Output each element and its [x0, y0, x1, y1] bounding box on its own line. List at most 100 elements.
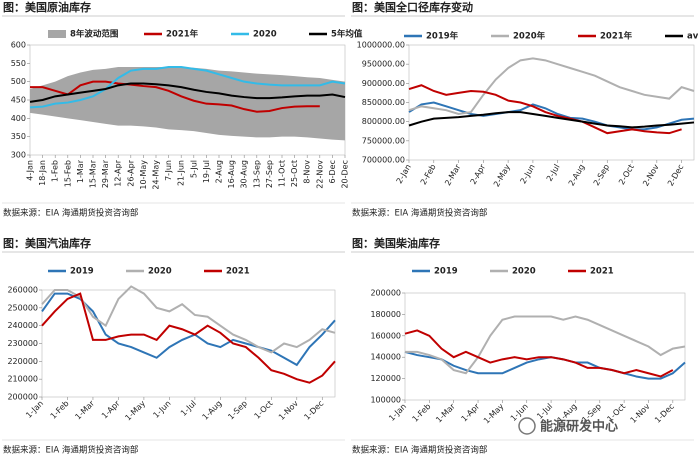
y-tick-label: 450 [11, 96, 26, 105]
x-tick-label: 1-Jan [387, 402, 408, 423]
x-tick-label: 24-May [152, 160, 161, 190]
x-tick-label: 30-Aug [240, 160, 249, 189]
plot-frame [404, 292, 686, 401]
y-tick-label: 160000 [370, 331, 401, 340]
chart-source: 数据来源：EIA 海通期货投资咨询部 [3, 445, 139, 456]
x-tick-label: 11-Oct [278, 160, 287, 187]
x-tick-label: 1-Jul [535, 402, 554, 421]
y-tick-label: 950000.00 [362, 60, 405, 69]
y-tick-label: 200000 [7, 393, 38, 402]
legend-swatch [48, 30, 66, 38]
y-tick-label: 400 [11, 114, 26, 123]
x-tick-label: 2-Jun [519, 163, 537, 186]
x-tick-label: 1-Dec [302, 399, 325, 422]
x-tick-label: 4-Jan [26, 160, 35, 181]
y-tick-label: 210000 [7, 375, 38, 384]
y-tick-label: 350 [11, 132, 26, 141]
y-tick-label: 700000.00 [362, 156, 405, 165]
x-tick-label: 2-Oct [617, 163, 636, 187]
y-tick-label: 250000 [7, 303, 38, 312]
y-tick-label: 300 [11, 151, 26, 160]
series-line [408, 111, 695, 129]
legend-label: 5年均值 [331, 29, 363, 40]
y-tick-label: 230000 [7, 339, 38, 348]
series-line [405, 315, 686, 375]
x-tick-label: 19-Jul [202, 160, 211, 183]
x-tick-label: 1-Jul [179, 399, 198, 418]
y-tick-label: 500 [11, 77, 26, 86]
chart-source: 数据来源：EIA 海通期货投资咨询部 [352, 445, 488, 456]
x-tick-label: 2-Jan [395, 163, 413, 185]
x-tick-label: 2-Aug [567, 163, 587, 188]
y-tick-label: 220000 [7, 357, 38, 366]
x-tick-label: 7-Jun [164, 160, 173, 181]
legend-label: 2020 [253, 30, 277, 40]
legend-label: 2019 [434, 267, 458, 277]
x-tick-label: 2-May [492, 163, 512, 189]
series-line [41, 292, 336, 367]
series-line [29, 82, 346, 103]
x-tick-label: 1-Nov [629, 402, 652, 425]
x-tick-label: 1-Jan [24, 399, 45, 420]
x-tick-label: 2-Nov [641, 163, 661, 188]
x-tick-label: 2-Aug [215, 160, 224, 183]
y-tick-label: 750000.00 [362, 136, 405, 145]
chart-title: 图：美国汽油库存 [3, 236, 91, 250]
x-tick-label: 1-May [482, 402, 506, 426]
x-tick-label: 13-Sep [252, 160, 261, 188]
x-tick-label: 26-Apr [126, 159, 135, 186]
legend-label: 2019年 [426, 31, 459, 42]
y-tick-label: 550 [11, 59, 26, 68]
x-tick-label: 15-Feb [63, 160, 72, 187]
x-tick-label: 18-Jan [38, 160, 47, 186]
x-tick-label: 1-Sep [226, 399, 249, 422]
y-tick-label: 180000 [370, 310, 401, 319]
legend-label: 8年波动范围 [70, 29, 118, 40]
x-tick-label: 1-Mar [434, 401, 457, 424]
y-tick-label: 260000 [7, 286, 38, 295]
x-tick-label: 1-Mar [73, 398, 96, 421]
watermark-icon [518, 417, 536, 435]
x-tick-label: 1-Dec [653, 402, 676, 425]
legend-label: 2019 [70, 267, 94, 277]
x-tick-label: 1-Apr [100, 398, 122, 420]
y-tick-label: 600 [11, 41, 26, 50]
x-tick-label: 1-Jun [151, 399, 172, 420]
x-tick-label: 16-Aug [227, 160, 236, 189]
y-tick-label: 140000 [370, 353, 401, 362]
chart-title: 图：美国全口径库存变动 [352, 0, 473, 14]
x-tick-label: 29-Mar [101, 159, 110, 188]
legend-label: 2021 [590, 267, 614, 277]
x-tick-label: 2-Feb [419, 163, 438, 187]
x-tick-label: 10-May [139, 160, 148, 190]
y-tick-label: 120000 [370, 374, 401, 383]
series-line [408, 57, 695, 116]
x-tick-label: 20-Dec [341, 160, 350, 189]
series-line [41, 285, 336, 354]
legend-label: 2021 [226, 267, 250, 277]
chart-source: 数据来源：EIA 海通期货投资咨询部 [3, 208, 139, 219]
x-tick-label: 25-Oct [290, 160, 299, 187]
x-tick-label: 1-Jun [509, 402, 530, 423]
x-tick-label: 1-Nov [277, 399, 300, 422]
x-tick-label: 2-Apr [469, 162, 488, 186]
x-tick-label: 1-Feb [49, 399, 71, 421]
x-tick-label: 2-Jul [545, 163, 562, 183]
series-line [404, 350, 686, 380]
x-tick-label: 1-Oct [253, 399, 275, 421]
x-tick-label: 2-Mar [443, 162, 463, 187]
y-tick-label: 900000.00 [362, 79, 405, 88]
chart-source: 数据来源：EIA 海通期货投资咨询部 [352, 208, 488, 219]
legend-label: 2020年 [513, 31, 546, 42]
x-tick-label: 2-Dec [666, 163, 686, 188]
legend-label: 2021年 [600, 31, 633, 42]
series-line [408, 84, 682, 135]
chart-title: 图：美国柴油库存 [352, 236, 440, 250]
x-tick-label: 27-Sep [265, 160, 274, 188]
x-tick-label: 1-Aug [201, 399, 224, 422]
series-line [41, 292, 336, 384]
range-band [30, 67, 345, 141]
legend-label: 2020 [148, 267, 172, 277]
x-tick-label: 1-Mar [76, 159, 85, 183]
